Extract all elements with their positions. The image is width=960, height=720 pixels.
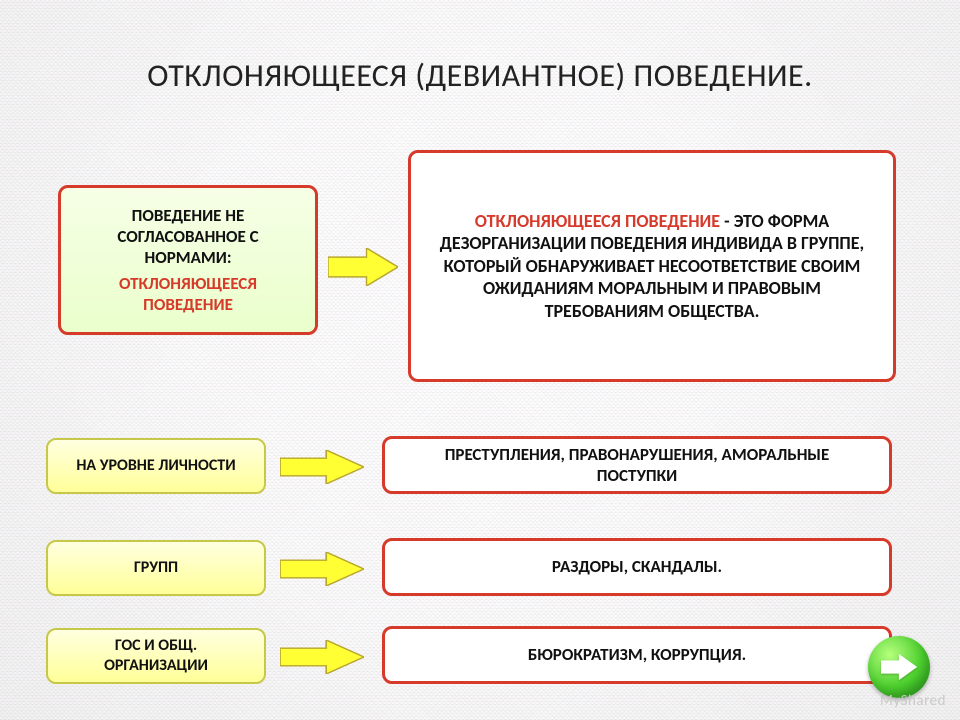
row-value: РАЗДОРЫ, СКАНДАЛЫ. <box>382 538 892 596</box>
definition-highlight: ОТКЛОНЯЮЩЕЕСЯ ПОВЕДЕНИЕ <box>475 210 720 232</box>
slide-title: ОТКЛОНЯЮЩЕЕСЯ (ДЕВИАНТНОЕ) ПОВЕДЕНИЕ. <box>0 56 960 95</box>
row-arrow-icon <box>280 552 364 586</box>
row-label: ГОС И ОБЩ. ОРГАНИЗАЦИИ <box>46 628 266 684</box>
row-value: ПРЕСТУПЛЕНИЯ, ПРАВОНАРУШЕНИЯ, АМОРАЛЬНЫЕ… <box>382 436 892 494</box>
definition-box: ОТКЛОНЯЮЩЕЕСЯ ПОВЕДЕНИЕ - ЭТО ФОРМА ДЕЗО… <box>408 150 896 382</box>
arrow-right-icon <box>881 652 917 682</box>
row-arrow-icon <box>280 640 364 674</box>
row-label: ГРУПП <box>46 540 266 596</box>
row-label: НА УРОВНЕ ЛИЧНОСТИ <box>46 438 266 494</box>
slide: ОТКЛОНЯЮЩЕЕСЯ (ДЕВИАНТНОЕ) ПОВЕДЕНИЕ. ПО… <box>0 0 960 720</box>
intro-line1: ПОВЕДЕНИЕ НЕ СОГЛАСОВАННОЕ С НОРМАМИ: <box>79 205 297 269</box>
intro-box: ПОВЕДЕНИЕ НЕ СОГЛАСОВАННОЕ С НОРМАМИ: ОТ… <box>58 185 318 335</box>
row-value: БЮРОКРАТИЗМ, КОРРУПЦИЯ. <box>382 626 892 684</box>
intro-line2: ОТКЛОНЯЮЩЕЕСЯ ПОВЕДЕНИЕ <box>79 273 297 316</box>
row-arrow-icon <box>280 450 364 484</box>
next-button[interactable] <box>868 636 930 698</box>
arrow-intro <box>328 248 398 286</box>
watermark: MyShared <box>880 692 946 710</box>
